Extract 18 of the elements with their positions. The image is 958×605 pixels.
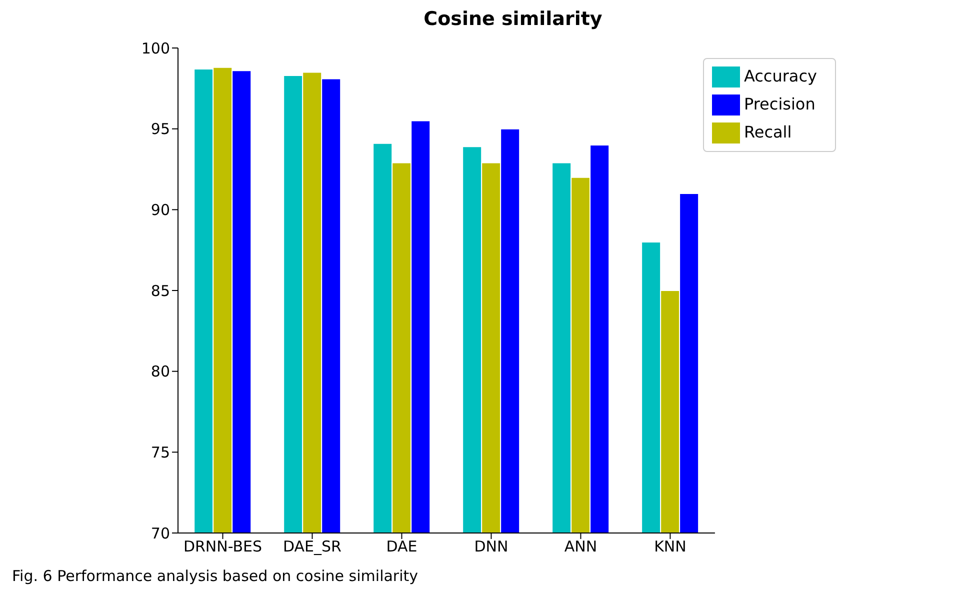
legend-label: Recall	[744, 122, 792, 142]
y-tick-label: 75	[150, 443, 170, 462]
x-tick-label: DAE	[386, 538, 418, 556]
y-tick-label: 70	[150, 524, 170, 542]
x-tick-label: ANN	[564, 538, 598, 556]
y-tick-label: 95	[150, 120, 170, 138]
x-tick-label: DRNN-BES	[183, 538, 262, 556]
y-tick-label: 80	[150, 362, 170, 381]
y-tick-label: 85	[150, 282, 170, 300]
y-tick-label: 90	[150, 200, 170, 219]
x-tick-label: KNN	[654, 538, 686, 556]
chart-title: Cosine similarity	[422, 8, 604, 32]
x-tick-label: DNN	[474, 538, 508, 556]
legend-label: Accuracy	[744, 66, 817, 86]
caption: Fig. 6 Performance analysis based on cosine similarity	[11, 567, 420, 585]
x-tick-label: DAE_SR	[282, 538, 342, 556]
y-tick-label: 100	[141, 39, 170, 58]
legend-label: Precision	[744, 94, 816, 114]
